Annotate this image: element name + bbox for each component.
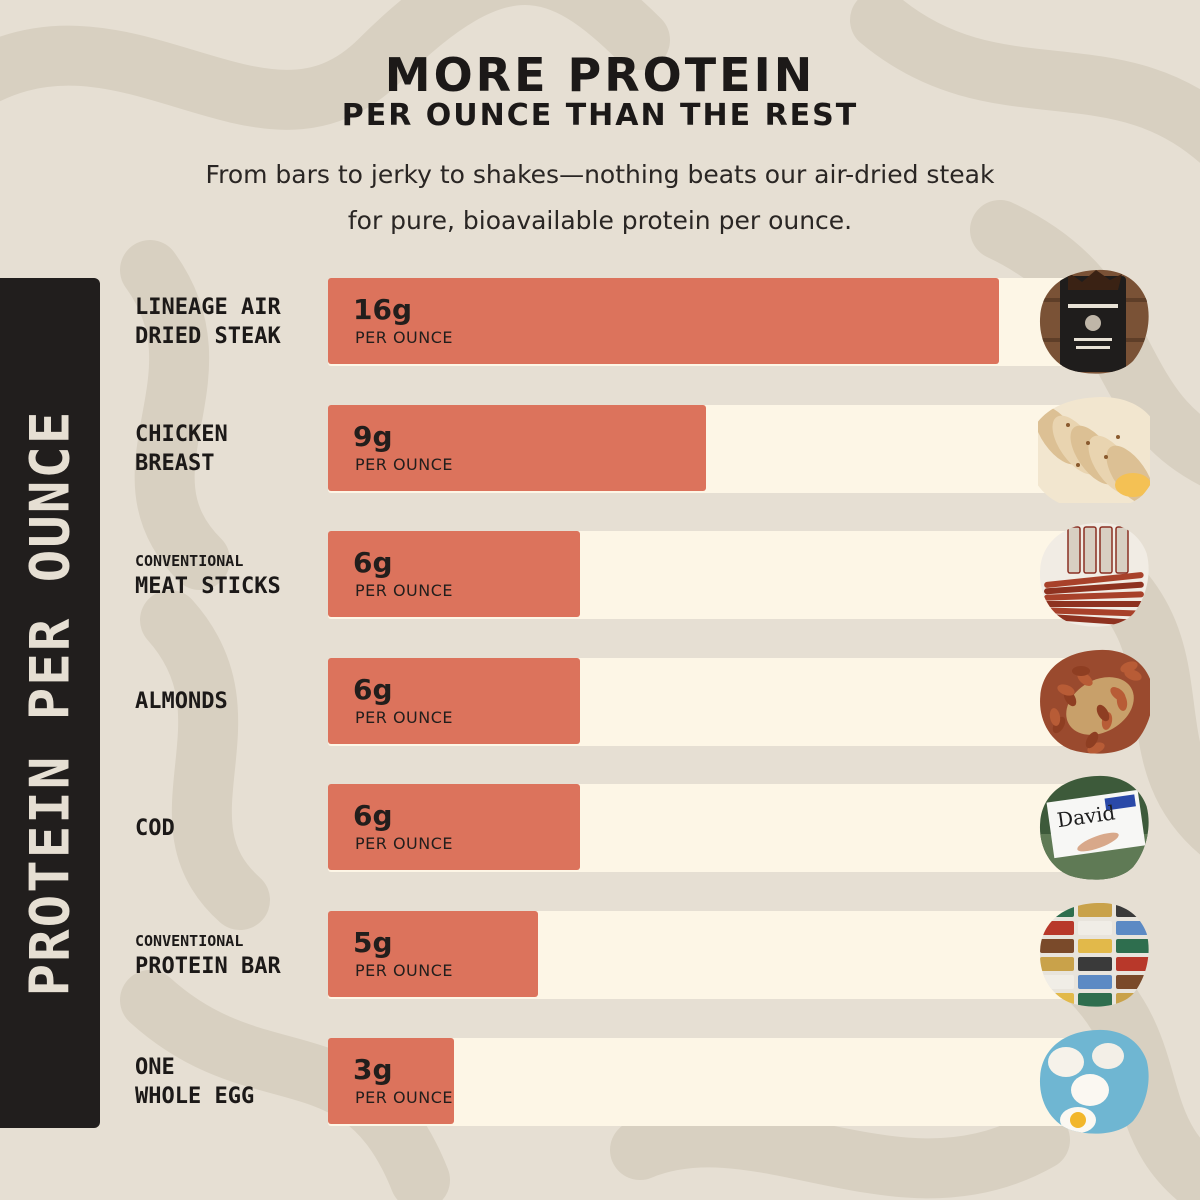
bar — [328, 784, 580, 871]
category-label-line: PROTEIN BAR — [135, 953, 281, 979]
category-label-line: BREAST — [135, 450, 215, 476]
bar-unit-label: PER OUNCE — [355, 1087, 454, 1107]
bar — [328, 531, 580, 618]
almonds-icon — [1040, 649, 1150, 754]
category-label: ONE WHOLE EGG — [135, 1038, 315, 1126]
category-label-line: LINEAGE AIR — [135, 295, 281, 320]
bar-value-label: 6g — [353, 799, 393, 833]
description-line-1: From bars to jerky to shakes—nothing bea… — [205, 160, 995, 189]
chart-row: CONVENTIONAL MEAT STICKS 6g PER OUNCE — [0, 523, 1200, 627]
category-label: CONVENTIONAL PROTEIN BAR — [135, 911, 315, 999]
bar-unit-label: PER OUNCE — [355, 454, 454, 474]
category-label-line: WHOLE EGG — [135, 1083, 255, 1109]
chart-row: LINEAGE AIR DRIED STEAK 16g PER OUNCE — [0, 269, 1200, 374]
bar-value-label: 6g — [353, 546, 393, 580]
bar-unit-label: PER OUNCE — [355, 961, 454, 980]
meat-sticks-icon — [1039, 523, 1149, 627]
chart-row: CHICKEN BREAST 9g PER OUNCE — [0, 396, 1200, 503]
eggs-icon — [1039, 1029, 1149, 1134]
page-title: MORE PROTEIN — [384, 48, 816, 102]
bar-unit-label: PER OUNCE — [355, 581, 454, 601]
chart-row: COD 6g PER OUNCE David — [0, 776, 1200, 881]
category-label: CHICKEN BREAST — [135, 405, 315, 493]
bar-value-label: 9g — [353, 419, 393, 453]
chart-row: ONE WHOLE EGG 3g PER OUNCE — [0, 1029, 1200, 1134]
bar-unit-label: PER OUNCE — [355, 707, 454, 727]
category-label-line: COD — [135, 815, 175, 841]
protein-bars-icon — [1039, 902, 1149, 1007]
bar — [328, 404, 706, 491]
category-label: CONVENTIONAL MEAT STICKS — [135, 531, 315, 619]
bar-value-label: 5g — [353, 926, 393, 959]
page-description: From bars to jerky to shakes—nothing bea… — [100, 152, 1100, 244]
category-label-line: ONE — [135, 1054, 175, 1080]
category-label-line: CONVENTIONAL — [135, 551, 244, 570]
category-label-line: CHICKEN — [135, 421, 228, 447]
chart-row: CONVENTIONAL PROTEIN BAR 5g PER OUNCE — [0, 902, 1200, 1007]
category-label: LINEAGE AIR DRIED STEAK — [135, 278, 315, 366]
bar — [328, 1037, 454, 1124]
bar-value-label: 16g — [353, 293, 413, 326]
steak-bag-icon — [1039, 269, 1149, 374]
bar-value-label: 3g — [353, 1052, 393, 1086]
category-label-line: CONVENTIONAL — [135, 931, 244, 950]
chart-row: ALMONDS 6g PER OUNCE — [0, 649, 1200, 754]
bar — [328, 657, 580, 744]
bar — [328, 278, 999, 364]
bar — [328, 911, 538, 997]
category-label-line: ALMONDS — [135, 689, 228, 715]
bar-unit-label: PER OUNCE — [355, 834, 454, 854]
chicken-breast-icon — [1038, 396, 1150, 503]
category-label: COD — [135, 784, 315, 872]
bar-unit-label: PER OUNCE — [355, 328, 454, 347]
category-label-line: DRIED STEAK — [135, 324, 281, 349]
description-line-2: for pure, bioavailable protein per ounce… — [347, 206, 853, 235]
protein-bar-package-icon: David — [1039, 776, 1149, 881]
page-subtitle: PER OUNCE THAN THE REST — [341, 98, 859, 133]
category-label: ALMONDS — [135, 658, 315, 746]
bar-value-label: 6g — [353, 672, 393, 706]
side-panel — [0, 278, 100, 1128]
category-label-line: MEAT STICKS — [135, 573, 281, 599]
